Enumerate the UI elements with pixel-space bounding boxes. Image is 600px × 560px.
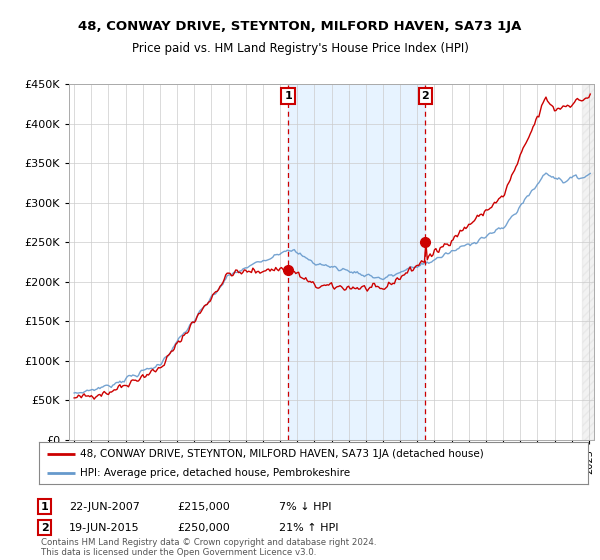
- Text: 7% ↓ HPI: 7% ↓ HPI: [279, 502, 331, 512]
- Text: Price paid vs. HM Land Registry's House Price Index (HPI): Price paid vs. HM Land Registry's House …: [131, 42, 469, 55]
- Text: 1: 1: [284, 91, 292, 101]
- Text: 48, CONWAY DRIVE, STEYNTON, MILFORD HAVEN, SA73 1JA (detached house): 48, CONWAY DRIVE, STEYNTON, MILFORD HAVE…: [80, 449, 484, 459]
- Text: 19-JUN-2015: 19-JUN-2015: [69, 522, 140, 533]
- Text: Contains HM Land Registry data © Crown copyright and database right 2024.
This d: Contains HM Land Registry data © Crown c…: [41, 538, 376, 557]
- Text: 21% ↑ HPI: 21% ↑ HPI: [279, 522, 338, 533]
- Text: HPI: Average price, detached house, Pembrokeshire: HPI: Average price, detached house, Pemb…: [80, 468, 350, 478]
- Text: 48, CONWAY DRIVE, STEYNTON, MILFORD HAVEN, SA73 1JA: 48, CONWAY DRIVE, STEYNTON, MILFORD HAVE…: [79, 20, 521, 32]
- Bar: [288, 84, 425, 440]
- Text: 2: 2: [421, 91, 429, 101]
- Text: 1: 1: [41, 502, 49, 512]
- Text: 22-JUN-2007: 22-JUN-2007: [69, 502, 140, 512]
- Bar: [582, 84, 600, 440]
- Text: 2: 2: [41, 522, 49, 533]
- Text: £250,000: £250,000: [177, 522, 230, 533]
- Text: £215,000: £215,000: [177, 502, 230, 512]
